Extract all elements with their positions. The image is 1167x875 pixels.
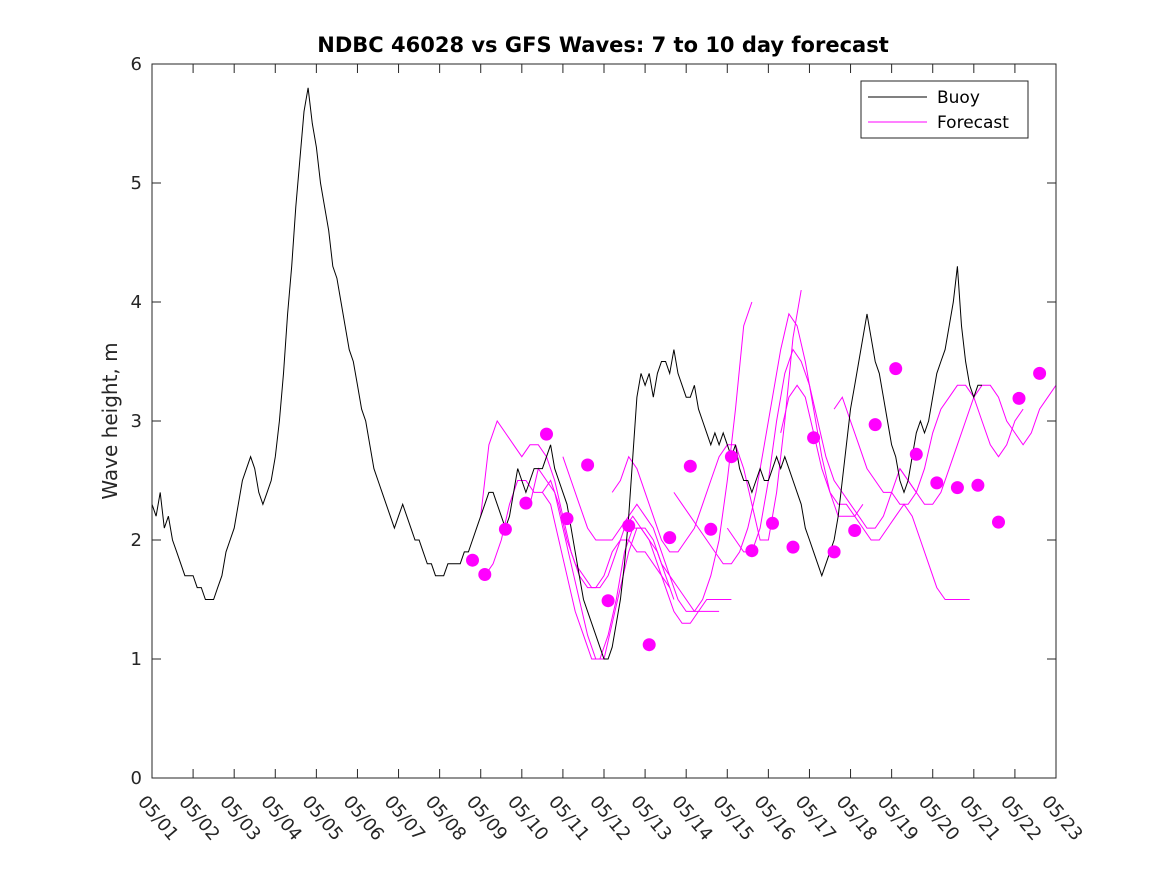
forecast-run-line-7 <box>673 312 864 565</box>
legend-label-buoy: Buoy <box>937 88 980 108</box>
forecast-run-line-4 <box>541 479 732 624</box>
forecast-marker-2 <box>478 568 492 581</box>
forecast-run-line-6 <box>611 290 802 553</box>
forecast-marker-20 <box>848 524 862 537</box>
y-tick-label-1: 1 <box>131 649 142 670</box>
y-axis-label: Wave height, m <box>98 342 122 499</box>
forecast-marker-15 <box>745 544 759 558</box>
legend: Buoy Forecast <box>860 80 1029 139</box>
forecast-marker-21 <box>868 418 882 432</box>
forecast-marker-24 <box>930 476 944 490</box>
forecast-marker-23 <box>909 447 923 461</box>
y-tick-label-2: 2 <box>131 530 142 551</box>
y-tick-label-6: 6 <box>131 54 142 75</box>
forecast-run-line-9 <box>780 384 970 600</box>
forecast-marker-10 <box>642 638 656 652</box>
buoy-line <box>152 87 982 660</box>
forecast-marker-19 <box>827 545 841 559</box>
forecast-marker-8 <box>601 594 615 608</box>
forecast-marker-17 <box>786 540 800 554</box>
forecast-marker-1 <box>466 553 479 567</box>
forecast-run-line-8 <box>726 348 917 553</box>
forecast-marker-12 <box>683 459 697 473</box>
y-tick-label-3: 3 <box>131 411 142 432</box>
forecast-marker-4 <box>519 496 533 510</box>
forecast-marker-18 <box>807 431 821 445</box>
forecast-marker-3 <box>498 522 512 536</box>
legend-box <box>860 80 1029 139</box>
forecast-run-line-11 <box>899 384 1056 505</box>
forecast-marker-6 <box>560 512 574 526</box>
forecast-marker-11 <box>663 531 677 545</box>
forecast-marker-27 <box>992 515 1005 529</box>
forecast-marker-16 <box>766 516 779 530</box>
y-tick-label-0: 0 <box>131 768 142 789</box>
forecast-marker-29 <box>1033 366 1047 380</box>
forecast-marker-9 <box>622 519 636 533</box>
forecast-marker-22 <box>889 362 903 376</box>
forecast-marker-28 <box>1012 391 1026 405</box>
forecast-marker-14 <box>724 450 738 464</box>
y-tick-label-5: 5 <box>131 173 142 194</box>
forecast-marker-13 <box>704 522 718 536</box>
chart-title: NDBC 46028 vs GFS Waves: 7 to 10 day for… <box>317 33 888 57</box>
legend-label-forecast: Forecast <box>937 113 1009 133</box>
forecast-run-line-10 <box>833 384 1024 505</box>
forecast-marker-26 <box>971 478 985 492</box>
forecast-run-line-5 <box>562 301 753 612</box>
forecast-marker-5 <box>540 427 553 441</box>
y-tick-label-4: 4 <box>131 292 142 313</box>
forecast-marker-7 <box>581 458 595 472</box>
forecast-run-line-3 <box>529 467 720 660</box>
forecast-marker-25 <box>950 481 964 495</box>
